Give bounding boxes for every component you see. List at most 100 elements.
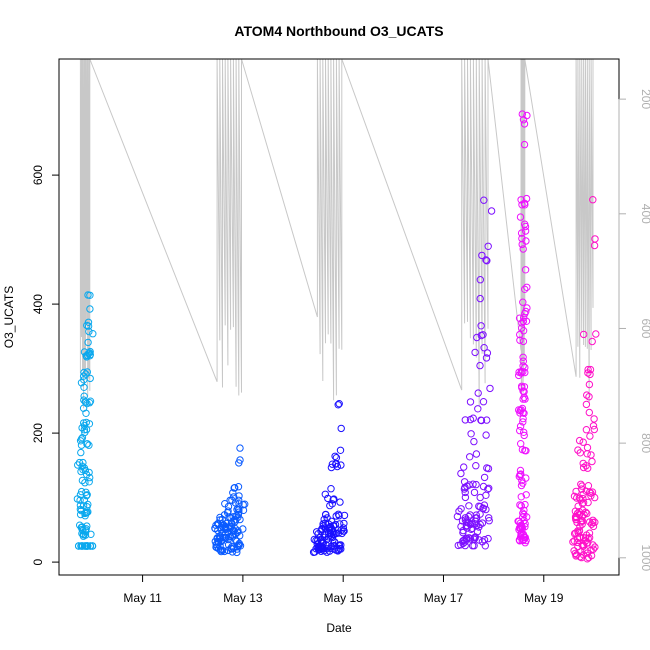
data-point	[578, 520, 586, 528]
data-point	[520, 428, 528, 436]
data-point	[81, 398, 90, 406]
data-point	[582, 508, 590, 516]
data-point	[591, 235, 599, 243]
data-point	[521, 500, 529, 509]
data-point	[85, 399, 94, 407]
data-point	[519, 337, 528, 346]
data-point	[518, 319, 526, 327]
data-point	[583, 391, 591, 399]
data-point	[457, 505, 465, 513]
data-point	[465, 502, 473, 510]
data-point	[465, 512, 473, 521]
data-point	[517, 369, 525, 377]
data-point	[480, 344, 488, 352]
data-point	[236, 532, 244, 540]
data-point	[519, 509, 527, 517]
data-point	[521, 285, 529, 293]
y2-tick-label: 600	[639, 318, 650, 338]
data-point	[328, 500, 336, 508]
data-point	[519, 317, 527, 326]
data-point	[584, 498, 592, 507]
data-point	[483, 464, 491, 472]
data-point	[522, 194, 531, 203]
y-tick-label: 0	[31, 558, 45, 565]
data-point	[84, 291, 92, 299]
x-tick-label: May 17	[424, 591, 464, 605]
data-point	[471, 520, 479, 528]
data-point	[483, 416, 491, 424]
data-point	[584, 464, 592, 472]
data-point	[587, 492, 595, 500]
data-point	[583, 443, 592, 452]
data-point	[480, 473, 489, 482]
data-point	[79, 372, 88, 380]
y-axis-label: O3_UCATS	[2, 286, 16, 348]
data-point	[77, 487, 86, 496]
data-point	[522, 317, 531, 325]
data-point	[479, 398, 488, 406]
data-point	[518, 445, 527, 454]
data-point	[235, 459, 243, 467]
data-point	[235, 492, 243, 500]
data-point	[519, 298, 527, 306]
data-point	[521, 222, 530, 231]
y2-tick-label: 400	[639, 204, 650, 224]
data-point	[482, 505, 490, 514]
y-tick-label: 400	[31, 294, 45, 314]
secondary-y-axis: 200 400 600 800 1000	[618, 89, 650, 571]
data-point	[482, 491, 490, 499]
data-point	[82, 409, 90, 417]
data-point	[516, 336, 524, 344]
data-point	[334, 401, 342, 409]
data-point	[521, 520, 529, 528]
data-point	[589, 522, 598, 531]
data-point	[585, 393, 593, 401]
data-point	[336, 446, 345, 454]
data-point	[478, 519, 487, 527]
data-point	[575, 436, 584, 445]
data-point	[476, 294, 484, 303]
data-point	[585, 534, 594, 542]
data-point	[516, 471, 524, 479]
data-point	[480, 196, 488, 204]
y-tick-label: 600	[31, 165, 45, 185]
data-point	[82, 491, 91, 499]
data-point	[89, 330, 97, 338]
data-point	[236, 515, 244, 524]
data-point	[83, 522, 91, 530]
data-point	[517, 493, 525, 501]
data-point	[235, 506, 243, 514]
data-point	[519, 418, 527, 426]
data-point	[322, 541, 330, 549]
data-point	[476, 276, 484, 284]
data-point	[480, 501, 489, 509]
data-point	[589, 196, 597, 204]
data-point	[487, 207, 496, 215]
data-point	[86, 305, 94, 313]
data-point	[590, 425, 598, 434]
data-point	[331, 452, 339, 460]
data-point	[470, 488, 479, 497]
data-point	[576, 534, 584, 542]
data-point	[477, 416, 485, 424]
data-point	[81, 479, 89, 487]
data-point	[474, 405, 482, 413]
data-point	[333, 462, 341, 471]
data-point	[335, 541, 344, 549]
data-point	[588, 337, 596, 346]
data-point	[588, 488, 597, 496]
data-point	[579, 494, 587, 503]
data-point	[518, 234, 526, 243]
data-point	[522, 474, 530, 482]
data-point	[76, 496, 84, 504]
data-point	[590, 415, 598, 423]
data-point	[584, 534, 592, 543]
data-point	[476, 510, 484, 518]
data-point	[588, 457, 596, 466]
data-point	[214, 520, 223, 529]
data-point	[86, 473, 94, 482]
data-points	[73, 110, 600, 563]
data-point	[482, 354, 491, 362]
pressure-trace	[79, 58, 594, 409]
data-point	[86, 347, 94, 356]
